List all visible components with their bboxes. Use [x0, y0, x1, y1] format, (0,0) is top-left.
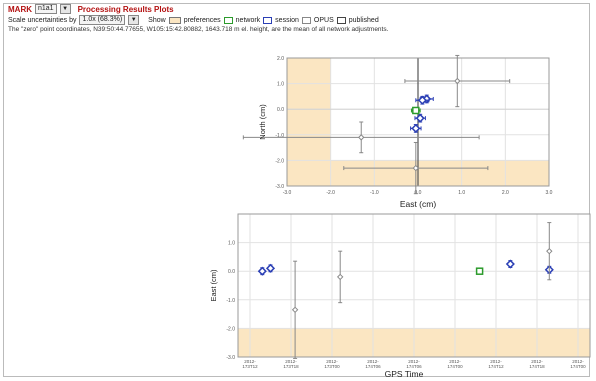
zero-point-note: The "zero" point coordinates, N39:50:44.… [8, 26, 389, 33]
scale-select[interactable]: 1.0x (68.3%) [79, 15, 126, 25]
session-point [257, 266, 267, 276]
network-point [475, 267, 484, 275]
y-tick-label: 0.0 [228, 269, 235, 275]
x-axis-label: GPS Time [385, 369, 424, 379]
legend-network-label: network [235, 16, 261, 24]
east-time-series-plot: 1.00.0-1.0-2.0-3.02012-173T122012-173T18… [209, 213, 591, 379]
session-point [417, 95, 427, 105]
session-point [265, 263, 276, 273]
y-tick-label: -1.0 [275, 133, 284, 139]
x-tick-label: -2.0 [326, 190, 335, 196]
x-tick-label: -3.0 [283, 190, 292, 196]
legend-preferences-label: preferences [183, 16, 221, 24]
x-tick-label-date: 2012- [490, 359, 502, 364]
x-tick-label-date: 2012- [449, 359, 461, 364]
north-east-scatter-plot: -3.0 -2.0 -1.0 0.0 1.0 2.0 3.0 2.0 1.0 0.0 -1.0 -2.… [242, 54, 553, 209]
y-axis-label: East (cm) [209, 269, 218, 302]
opus-point [454, 77, 461, 85]
x-tick-label-time: 173T00 [324, 364, 340, 369]
session-point [411, 123, 421, 133]
y-tick-label: 1.0 [277, 82, 284, 88]
opus-point [358, 134, 365, 141]
x-tick-label-date: 2012- [572, 359, 584, 364]
x-tick-label-date: 2012- [367, 359, 379, 364]
mark-dropdown-button[interactable]: ▼ [59, 4, 71, 14]
x-tick-label: 3.0 [546, 190, 553, 196]
y-tick-label: 1.0 [228, 241, 235, 247]
x-axis-label: East (cm) [400, 199, 437, 209]
y-tick-label: -1.0 [226, 298, 235, 304]
network-checkbox-icon[interactable] [223, 16, 233, 24]
y-tick-label: 0.0 [277, 107, 284, 113]
x-tick-label: 2.0 [502, 190, 509, 196]
page-frame [3, 3, 590, 377]
x-tick-label-time: 173T12 [242, 364, 258, 369]
x-tick-label-time: 173T18 [283, 364, 299, 369]
x-tick-label-date: 2012- [408, 359, 420, 364]
plot-border [286, 57, 550, 187]
opus-point [336, 273, 344, 281]
scale-dropdown-button[interactable]: ▼ [128, 15, 140, 25]
opus-point [546, 247, 553, 255]
session-checkbox-icon[interactable] [263, 16, 273, 24]
preferences-swatch-icon[interactable] [168, 16, 181, 24]
opus-checkbox-icon[interactable] [301, 16, 311, 24]
y-axis-label: North (cm) [258, 104, 267, 140]
y-tick-label: -3.0 [226, 355, 235, 361]
legend-session-label: session [275, 16, 299, 24]
x-tick-label: 1.0 [458, 190, 465, 196]
show-label: Show [148, 16, 166, 24]
x-tick-label-date: 2012- [285, 359, 297, 364]
session-point [505, 259, 515, 269]
x-tick-label: 0.0 [415, 190, 422, 196]
session-point [415, 113, 425, 123]
legend-opus-label: OPUS [313, 16, 334, 24]
scale-label: Scale uncertainties by [8, 16, 77, 24]
published-checkbox-icon[interactable] [336, 16, 346, 24]
x-tick-label-time: 174T06 [365, 364, 381, 369]
plot-controls-header: MARK n1a1 ▼ Processing Results Plots Sca… [8, 4, 388, 34]
y-tick-label: -2.0 [226, 326, 235, 332]
y-tick-label: 2.0 [277, 56, 284, 62]
opus-point [412, 164, 420, 172]
legend-published-label: published [348, 16, 379, 24]
mark-label: MARK [8, 4, 32, 14]
x-tick-label-time: 174T00 [570, 364, 586, 369]
x-tick-label-time: 174T06 [406, 364, 422, 369]
mark-select[interactable]: n1a1 [35, 4, 57, 14]
network-point [412, 106, 420, 115]
x-tick-label-time: 174T00 [447, 364, 463, 369]
plot-border [237, 213, 591, 358]
x-tick-label-date: 2012- [244, 359, 256, 364]
page-title: Processing Results Plots [77, 4, 174, 14]
x-tick-label-time: 174T12 [488, 364, 504, 369]
opus-point [291, 306, 299, 314]
x-tick-label: -1.0 [370, 190, 379, 196]
x-tick-label-date: 2012- [326, 359, 338, 364]
x-tick-label-time: 174T18 [529, 364, 545, 369]
y-tick-label: -3.0 [275, 184, 284, 190]
y-tick-label: -2.0 [275, 158, 284, 164]
x-tick-label-date: 2012- [531, 359, 543, 364]
